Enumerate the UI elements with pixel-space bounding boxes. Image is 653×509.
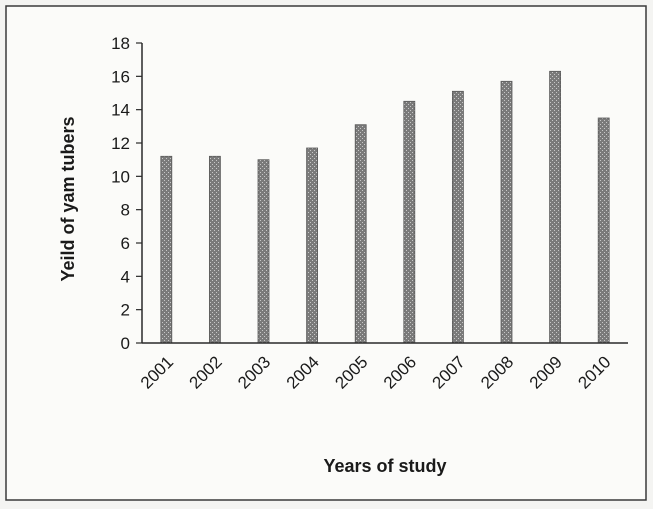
- bar-2008: [500, 80, 513, 344]
- bar-2001: [160, 155, 173, 344]
- bar-2009: [549, 70, 561, 344]
- y-tick-label: 4: [121, 267, 130, 286]
- y-tick-label: 8: [121, 201, 130, 220]
- y-tick-label: 12: [111, 134, 130, 153]
- bar-2007: [451, 90, 464, 344]
- chart-frame: [5, 5, 647, 501]
- bar-2003: [257, 159, 270, 344]
- bar-2002: [208, 155, 221, 344]
- y-tick-label: 18: [111, 34, 130, 53]
- y-tick-label: 0: [121, 334, 130, 353]
- bar-2005: [354, 124, 367, 344]
- axes-layer: [136, 42, 628, 344]
- bar-2004: [306, 147, 319, 344]
- y-tick-label: 6: [121, 234, 130, 253]
- y-tick-label: 14: [111, 101, 130, 120]
- x-axis-title: Years of study: [323, 456, 446, 476]
- y-tick-label: 16: [111, 67, 130, 86]
- y-tick-label: 2: [121, 301, 130, 320]
- y-tick-label: 10: [111, 167, 130, 186]
- bar-2006: [403, 100, 416, 344]
- y-axis-title: Yeild of yam tubers: [58, 116, 78, 281]
- bar-2010: [597, 117, 610, 344]
